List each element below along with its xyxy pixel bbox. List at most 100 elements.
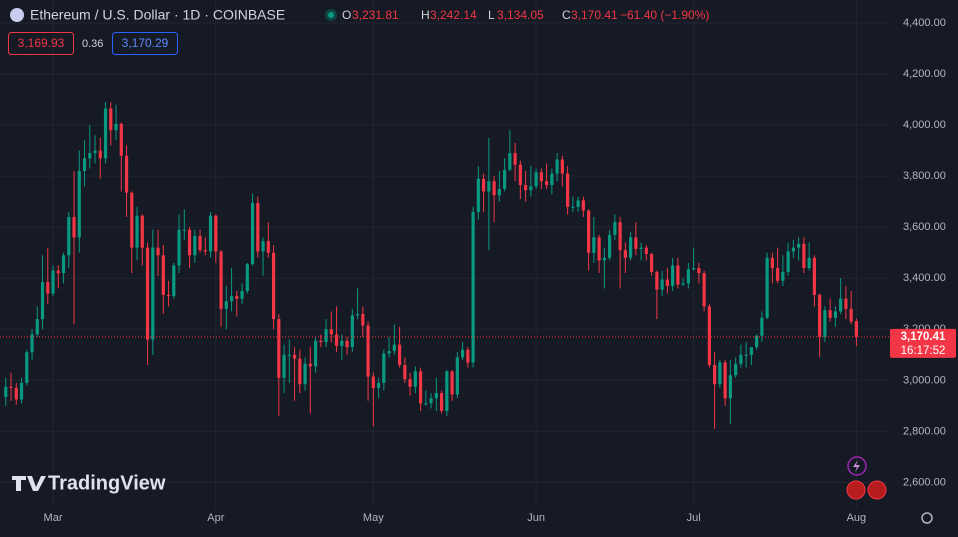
candle-body [655,271,659,290]
candle-body [545,181,549,186]
y-tick-label: 2,600.00 [903,476,946,488]
candle-body [581,200,585,211]
candle-body [849,308,853,322]
candle-body [124,155,129,193]
sell-box[interactable] [8,32,74,55]
settings-icon[interactable] [921,512,933,524]
candle-body [161,255,165,295]
candle-body [460,349,465,358]
candle-body [744,354,748,356]
candle-body [597,237,601,261]
candle-body [292,354,297,359]
candle-body [250,202,255,265]
candle-body [592,237,596,253]
candle-body [802,243,806,269]
candle-body [429,398,433,404]
candle-body [30,334,34,353]
candle-body [177,229,181,266]
candle-body [713,365,717,385]
candle-body [203,250,207,252]
event-flag[interactable] [846,480,866,500]
candle-body [135,215,139,248]
candle-body [650,254,654,272]
candle-body [445,371,449,411]
candle-body [56,270,60,274]
bid[interactable]: 3,169.93 [18,36,65,50]
ask[interactable]: 3,170.29 [122,36,169,50]
candle-body [376,382,381,389]
candle-body [818,294,822,337]
x-tick-label: Jul [687,512,701,524]
candle-body [198,236,202,251]
candle-body [313,340,318,367]
candle-body [140,215,144,248]
candle-body [755,335,759,348]
countdown: 16:17:52 [901,345,946,357]
candle-body [707,306,711,366]
ohlc-label: C [562,8,571,22]
candle-body [760,317,764,336]
candle-body [660,279,664,290]
candle-body [523,185,528,191]
candle-body [513,153,517,165]
candle-body [781,271,785,281]
candle-body [98,150,102,159]
candle-body [35,319,39,335]
candle-body [9,386,13,389]
candle-body [103,108,108,159]
brand-logo [12,476,46,491]
candle-body [25,352,29,383]
candle-body [833,311,837,318]
candle-body [623,250,627,258]
candle-body [681,283,685,285]
candle-body [613,222,617,235]
status-dot [328,12,334,18]
candle-body [40,282,45,320]
candle-body [434,393,438,399]
candle-body [350,315,354,348]
candle-body [791,247,795,252]
candle-body [82,158,87,172]
candle-body [786,251,790,272]
candle-body [397,344,402,366]
candle-body [686,269,690,284]
event-icon [853,460,860,472]
candle-body [298,358,302,385]
candle-body [450,371,454,395]
candle-body [240,291,244,299]
buy-box[interactable] [112,32,178,55]
y-tick-label: 4,400.00 [903,17,946,29]
candle-body [418,371,423,404]
event-flag[interactable] [867,480,887,500]
candle-body [187,229,192,256]
candle-body [88,153,92,159]
candle-body [308,363,312,367]
candle-body [807,257,811,269]
candle-body [109,108,113,131]
candle-body [487,181,491,192]
candle-body [734,363,738,376]
candle-body [19,382,24,400]
candle-body [72,216,76,238]
candle-body [219,251,223,309]
candle-body [319,340,323,343]
change: −61.40 (−1.90%) [620,8,709,22]
x-tick-label: Apr [207,512,224,524]
candle-body [728,375,732,399]
candle-body [534,172,538,187]
x-tick-label: Aug [847,512,867,524]
y-tick-label: 3,000.00 [903,374,946,386]
event-icon[interactable] [847,456,867,476]
candle-body [566,173,570,207]
candle-body [671,265,675,286]
ohlc-label: H [421,8,430,22]
candle-body [776,268,780,281]
candle-body [797,243,801,248]
candle-body [229,296,234,302]
candle-body [702,273,706,307]
y-tick-label: 2,800.00 [903,425,946,437]
candle-body [93,150,97,154]
candle-body [492,181,496,196]
candle-body [497,188,501,196]
